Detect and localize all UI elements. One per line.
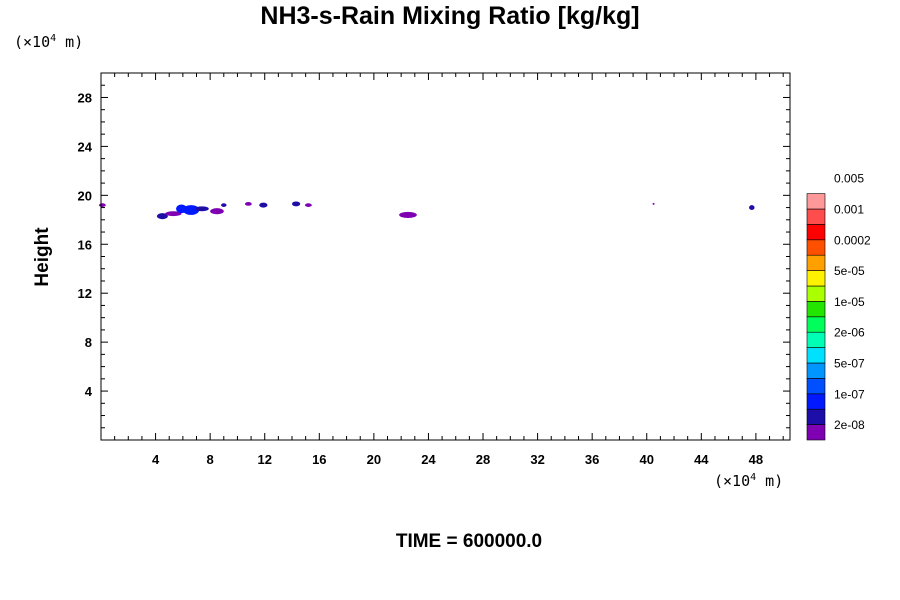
colorbar-swatch: [806, 316, 826, 333]
y-tick-label: 24: [78, 139, 93, 154]
colorbar-label: 2e-06: [834, 326, 865, 340]
colorbar-swatch: [806, 208, 826, 225]
y-tick-label: 12: [78, 286, 92, 301]
mixing-ratio-region: [259, 202, 268, 208]
y-tick-label: 20: [78, 188, 92, 203]
y-axis: 4 8 12 16 20 24 28: [78, 84, 790, 429]
mixing-ratio-region: [221, 203, 227, 207]
mixing-ratio-region: [156, 213, 168, 220]
mixing-ratio-region: [165, 211, 182, 217]
x-tick-label: 40: [640, 452, 654, 467]
colorbar-label: 2e-08: [834, 418, 865, 432]
y-axis-unit: (×104 m): [14, 33, 84, 51]
colorbar-label: 5e-05: [834, 264, 865, 278]
mixing-ratio-region: [195, 206, 209, 212]
colorbar-label: 1e-05: [834, 295, 865, 309]
mixing-ratio-region: [210, 208, 224, 215]
mixing-ratio-region: [304, 203, 312, 207]
x-tick-label: 8: [207, 452, 214, 467]
mixing-ratio-region: [399, 211, 417, 218]
mixing-ratio-region: [292, 201, 301, 207]
colorbar-swatch: [806, 193, 826, 210]
mixing-ratio-region: [182, 205, 200, 215]
data-layer: [98, 201, 755, 220]
colorbar-swatch: [806, 408, 826, 425]
time-label: TIME = 600000.0: [395, 531, 543, 552]
x-tick-label: 36: [585, 452, 599, 467]
x-axis: 4 8 12 16 20 24 28 32 36 40 44 48: [114, 73, 784, 467]
x-tick-label: 16: [312, 452, 326, 467]
colorbar-swatch: [806, 424, 826, 441]
colorbar-swatch: [806, 331, 826, 348]
colorbar-swatch: [806, 301, 826, 318]
x-tick-label: 20: [367, 452, 381, 467]
colorbar-swatch: [806, 254, 826, 271]
colorbar-label: 0.0002: [834, 233, 871, 247]
colorbar: 2e-08 1e-07 5e-07 2e-06 1e-05 5e-05 0.0002 0.00…: [806, 172, 871, 441]
colorbar-label: 1e-07: [834, 387, 865, 401]
mixing-ratio-region: [244, 202, 252, 206]
x-axis-unit: (×104 m): [714, 472, 784, 490]
y-tick-label: 8: [85, 335, 92, 350]
colorbar-swatch: [806, 224, 826, 241]
x-tick-label: 32: [530, 452, 544, 467]
mixing-ratio-region: [652, 202, 655, 205]
mixing-ratio-region: [98, 203, 106, 207]
chart-title: NH3-s-Rain Mixing Ratio [kg/kg]: [260, 2, 640, 30]
x-tick-label: 44: [694, 452, 709, 467]
colorbar-swatch: [806, 285, 826, 302]
colorbar-swatch: [806, 362, 826, 379]
mixing-ratio-region: [749, 205, 755, 211]
x-tick-label: 24: [421, 452, 436, 467]
x-tick-label: 48: [749, 452, 763, 467]
colorbar-label: 0.005: [834, 172, 864, 186]
colorbar-swatch: [806, 347, 826, 364]
y-tick-label: 4: [85, 384, 93, 399]
colorbar-swatch: [806, 239, 826, 256]
y-tick-label: 28: [78, 90, 92, 105]
y-axis-label: Height: [32, 227, 53, 287]
colorbar-swatch: [806, 393, 826, 410]
plot-frame: [100, 72, 791, 441]
colorbar-swatch: [806, 378, 826, 395]
colorbar-label: 0.001: [834, 203, 864, 217]
colorbar-label: 5e-07: [834, 357, 865, 371]
x-tick-label: 28: [476, 452, 490, 467]
x-tick-label: 12: [257, 452, 271, 467]
x-tick-label: 4: [152, 452, 160, 467]
y-tick-label: 16: [78, 237, 92, 252]
colorbar-swatch: [806, 270, 826, 287]
